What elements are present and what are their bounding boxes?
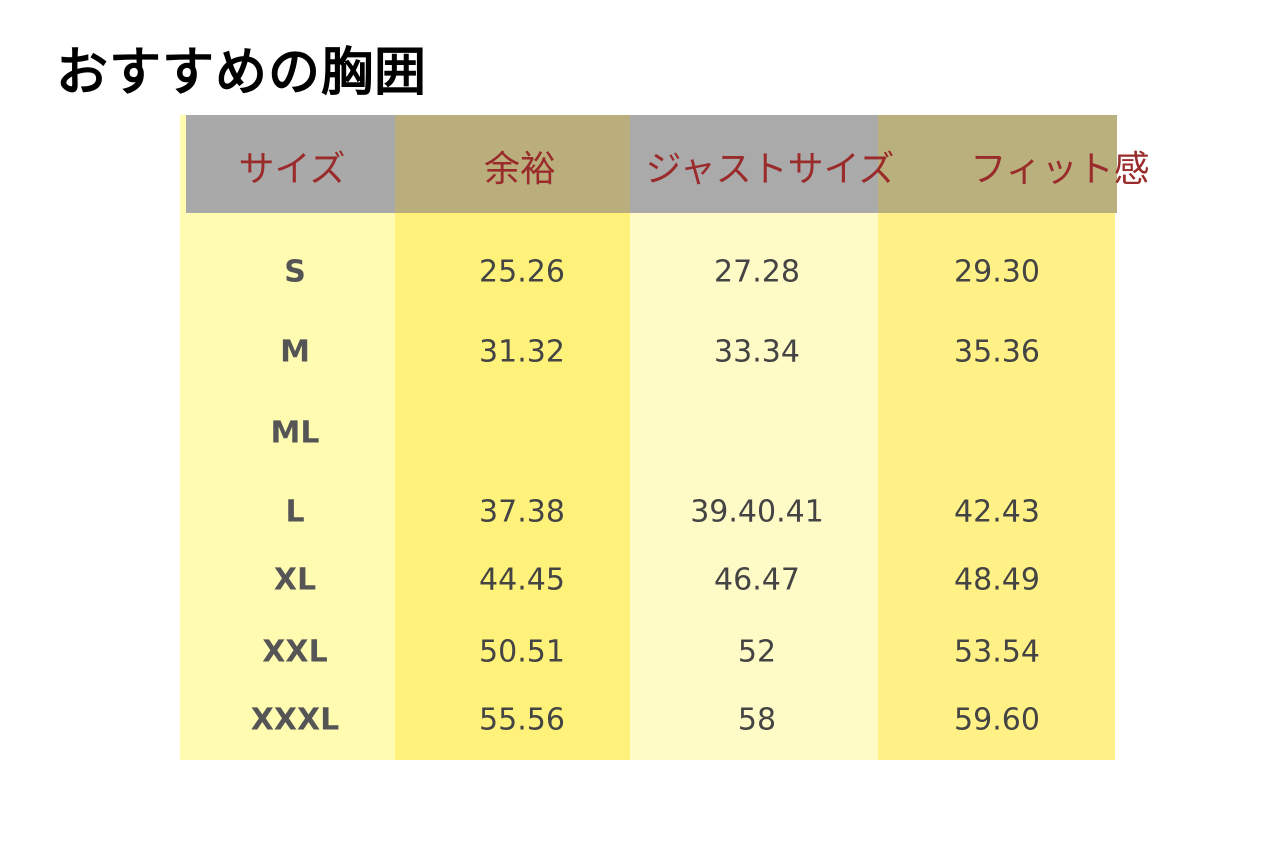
size-label: S [284, 254, 306, 290]
value-cell: 46.47 [714, 562, 800, 598]
column-bg [395, 115, 630, 760]
value-cell: 58 [737, 702, 777, 738]
header-bg [186, 115, 395, 213]
header-cell: サイズ [238, 149, 346, 190]
value-cell: 48.49 [954, 562, 1040, 598]
value-cell: 39.40.41 [690, 494, 824, 530]
header-cell: フィット感 [970, 149, 1150, 190]
value-cell: 44.45 [479, 562, 565, 598]
value-cell: 37.38 [479, 494, 565, 530]
value-cell: 35.36 [954, 334, 1040, 370]
value-cell: 52 [737, 634, 777, 670]
value-cell: 59.60 [954, 702, 1040, 738]
size-label: L [285, 494, 305, 530]
column-bg [878, 115, 1115, 760]
header-bg [395, 115, 630, 213]
value-cell: 53.54 [954, 634, 1040, 670]
value-cell: 27.28 [714, 254, 800, 290]
size-label: XL [273, 562, 317, 598]
value-cell: 25.26 [479, 254, 565, 290]
value-cell: 29.30 [954, 254, 1040, 290]
header-cell: 余裕 [483, 149, 557, 190]
value-cell: 50.51 [479, 634, 565, 670]
header-bg [630, 115, 878, 213]
header-cell: ジャストサイズ [645, 149, 895, 190]
page-title: おすすめの胸囲 [56, 43, 428, 103]
header-bg [878, 115, 1117, 213]
size-label: XXXL [250, 702, 340, 738]
column-bg [630, 115, 878, 760]
value-cell: 33.34 [714, 334, 800, 370]
value-cell: 55.56 [479, 702, 565, 738]
column-bg [180, 115, 395, 760]
value-cell: 31.32 [479, 334, 565, 370]
size-label: ML [270, 415, 320, 451]
size-label: M [280, 334, 310, 370]
size-label: XXL [262, 634, 328, 670]
value-cell: 42.43 [954, 494, 1040, 530]
